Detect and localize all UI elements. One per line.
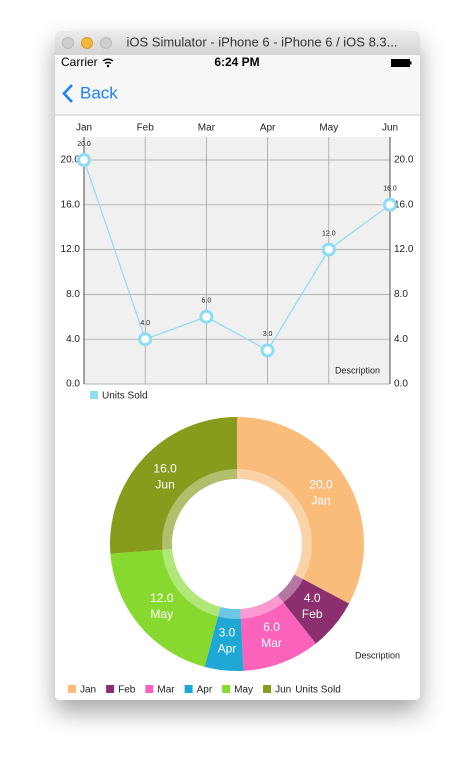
series-line (83, 159, 391, 352)
value-label: 3.0 (263, 331, 273, 338)
description: Description (355, 650, 400, 660)
point (321, 242, 336, 257)
y2-tick-label: 4.0 (394, 334, 408, 345)
legend-label: Feb (118, 685, 136, 696)
y2-tick-label: 16.0 (394, 199, 414, 210)
y2-tick-label: 0.0 (394, 379, 408, 390)
legend-label: Mar (157, 685, 175, 696)
slice-label: Mar (261, 636, 282, 650)
y-tick-label: 16.0 (61, 199, 81, 210)
wifi-icon (102, 58, 114, 65)
legend-swatch (106, 685, 115, 693)
y-tick-label: 8.0 (66, 289, 80, 300)
back-button[interactable]: Back (80, 83, 118, 102)
slice-label: Jun (155, 478, 174, 492)
legend-label: Apr (197, 685, 213, 696)
legend-swatch (90, 391, 98, 399)
inner-ring (162, 469, 312, 619)
legend-swatch (184, 685, 193, 693)
battery (391, 59, 410, 67)
legend-label: Units Sold (102, 391, 148, 402)
description: Description (335, 365, 380, 375)
slice-label: May (150, 607, 173, 621)
legend-swatch (145, 685, 154, 693)
value-label: 4.0 (140, 320, 150, 327)
x-tick-label: Feb (137, 123, 155, 134)
y2-tick-label: 8.0 (394, 289, 408, 300)
y-tick-label: 4.0 (66, 334, 80, 345)
slice-value: 16.0 (153, 462, 177, 476)
slice (110, 417, 237, 554)
back-chevron[interactable] (62, 84, 73, 103)
legend-label: May (234, 685, 253, 696)
point (138, 332, 153, 347)
slice-value: 3.0 (219, 626, 236, 640)
plot-background (84, 137, 390, 384)
y-tick-label: 12.0 (61, 244, 81, 255)
legend-swatch (263, 685, 272, 693)
x-tick-label: Apr (260, 123, 276, 134)
hole (172, 479, 302, 609)
close-button[interactable] (62, 37, 74, 49)
carrier: Carrier (61, 55, 98, 69)
x-tick-label: Mar (198, 123, 216, 134)
title-bar (55, 31, 420, 55)
slice (237, 417, 364, 604)
y2-tick-label: 20.0 (394, 155, 414, 166)
minimize-button[interactable] (81, 37, 93, 49)
x-tick-label: Jan (76, 123, 92, 134)
slice (204, 606, 244, 671)
y-tick-label: 20.0 (61, 155, 81, 166)
x-tick-label: May (319, 123, 338, 134)
value-label: 20.0 (77, 141, 91, 148)
legend-label: Jan (80, 685, 96, 696)
value-label: 16.0 (383, 186, 397, 193)
wifi-dot (106, 64, 110, 68)
slice (277, 574, 350, 644)
legend-label: Jun (275, 685, 291, 696)
y-tick-label: 0.0 (66, 379, 80, 390)
zoom-button[interactable] (100, 37, 112, 49)
value-label: 12.0 (322, 230, 336, 237)
slice-value: 20.0 (309, 478, 333, 492)
slice-value: 6.0 (263, 620, 280, 634)
legend-swatch (222, 685, 231, 693)
legend-title: Units Sold (295, 685, 341, 696)
battery-tip (410, 61, 412, 65)
slice-value: 12.0 (150, 591, 174, 605)
clock: 6:24 PM (214, 55, 259, 69)
x-tick-label: Jun (382, 123, 398, 134)
value-label: 6.0 (202, 298, 212, 305)
slice-value: 4.0 (304, 591, 321, 605)
point (77, 153, 91, 167)
slice-label: Jan (311, 494, 330, 508)
window-title: iOS Simulator - iPhone 6 - iPhone 6 / iO… (127, 34, 398, 49)
legend-swatch (68, 685, 76, 693)
y2-tick-label: 12.0 (394, 244, 414, 255)
slice-label: Apr (218, 642, 237, 656)
slice (110, 549, 221, 667)
point (199, 309, 214, 324)
slice (240, 594, 316, 671)
slice-label: Feb (302, 607, 323, 621)
nav-background (55, 55, 420, 115)
point (260, 343, 275, 358)
point (383, 197, 397, 212)
